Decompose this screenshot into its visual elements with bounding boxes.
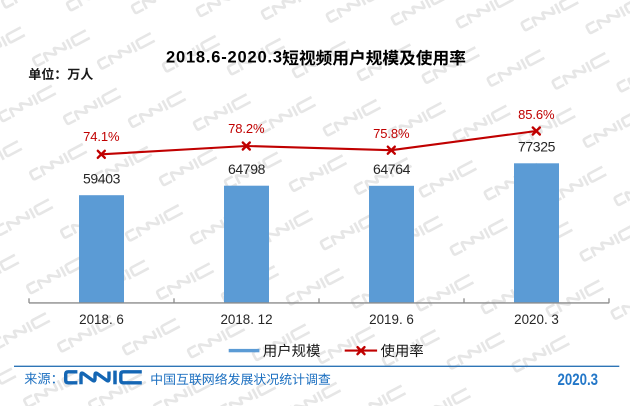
svg-text:2018. 6: 2018. 6 [79,312,124,327]
svg-text:64798: 64798 [228,161,266,177]
svg-text:77325: 77325 [518,139,556,155]
svg-text:59403: 59403 [83,171,121,187]
svg-text:2018.6-2020.3: 2018.6-2020.3 [166,49,283,67]
svg-text:2020. 3: 2020. 3 [514,312,559,327]
svg-text:2020.3: 2020.3 [558,371,599,389]
svg-text:78.2%: 78.2% [228,121,265,136]
svg-text:2018. 12: 2018. 12 [220,312,272,327]
svg-text:74.1%: 74.1% [83,129,120,144]
svg-text:2019. 6: 2019. 6 [369,312,414,327]
svg-text:85.6%: 85.6% [518,107,555,122]
svg-text:75.8%: 75.8% [373,126,410,141]
svg-text:64764: 64764 [373,161,411,177]
